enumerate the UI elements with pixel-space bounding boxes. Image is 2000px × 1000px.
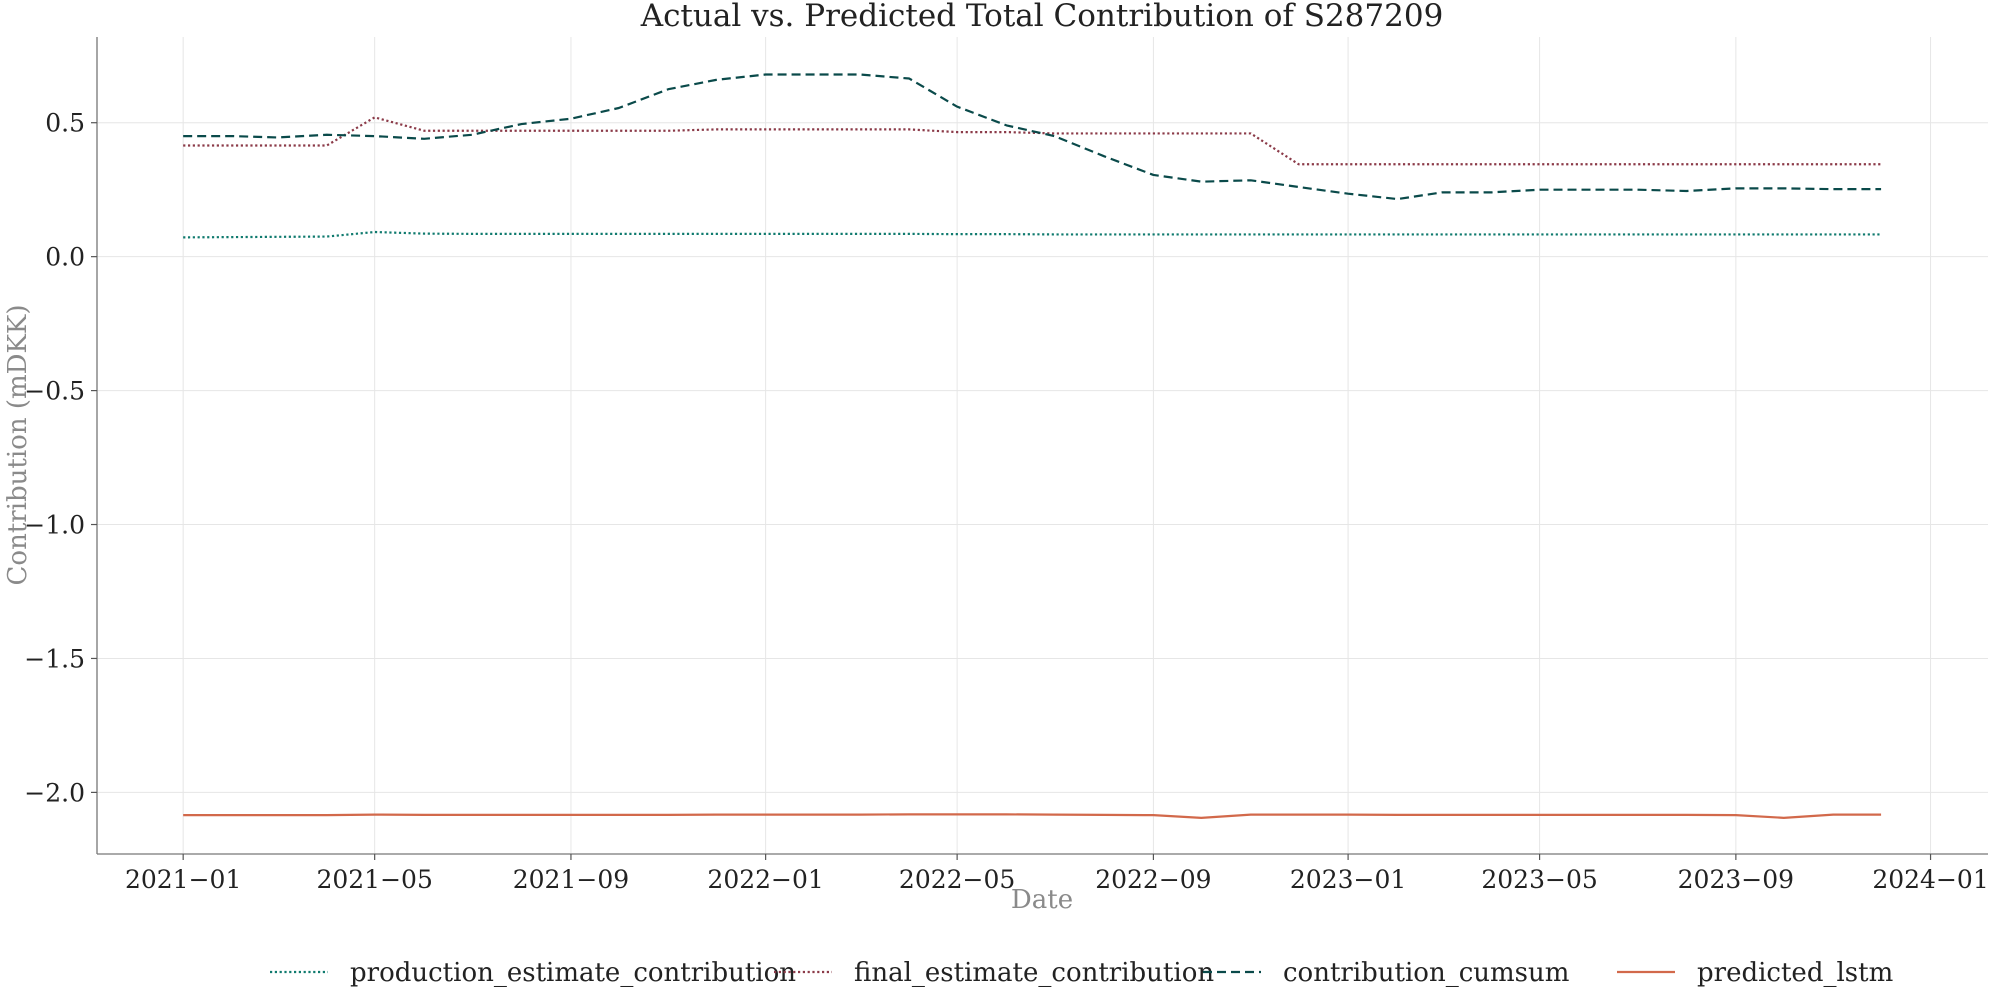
legend-label: production_estimate_contribution — [350, 958, 796, 988]
series-line-final_estimate_contribution — [183, 116, 1882, 166]
x-tick-label: 2022−09 — [1095, 865, 1211, 894]
series-contribution_cumsum — [183, 73, 1882, 201]
x-tick-label: 2021−09 — [513, 865, 629, 894]
legend-item: production_estimate_contribution — [270, 958, 796, 988]
y-axis-label: Contribution (mDKK) — [3, 305, 33, 586]
series-line-predicted_lstm — [183, 813, 1882, 819]
chart-title: Actual vs. Predicted Total Contribution … — [640, 0, 1444, 34]
y-tick-label: −2.0 — [24, 778, 85, 807]
x-tick-label: 2023−09 — [1678, 865, 1794, 894]
x-tick-label: 2022−05 — [899, 865, 1015, 894]
series-final_estimate_contribution — [183, 116, 1882, 166]
legend-item: predicted_lstm — [1617, 958, 1893, 988]
legend-label: final_estimate_contribution — [854, 958, 1214, 988]
axes — [96, 37, 1988, 855]
legend-label: predicted_lstm — [1697, 958, 1893, 988]
y-tick-label: −1.5 — [24, 644, 85, 673]
x-tick-label: 2021−05 — [316, 865, 432, 894]
legend-label: contribution_cumsum — [1283, 958, 1569, 988]
x-tick-label: 2023−05 — [1481, 865, 1597, 894]
series-production_estimate_contribution — [183, 230, 1882, 239]
series-line-contribution_cumsum — [183, 73, 1882, 201]
series-line-production_estimate_contribution — [183, 230, 1882, 239]
legend: production_estimate_contribution final_es… — [270, 958, 1893, 988]
x-tick-label: 2024−01 — [1872, 865, 1988, 894]
x-ticks: 2021−01 2021−05 2021−09 2022−01 2022−05 2022−… — [125, 854, 1989, 894]
series-predicted_lstm — [183, 813, 1882, 819]
series-layer — [183, 73, 1882, 819]
legend-item: contribution_cumsum — [1203, 958, 1569, 988]
y-tick-label: 0.5 — [45, 109, 85, 138]
x-tick-label: 2023−01 — [1290, 865, 1406, 894]
y-tick-label: 0.0 — [45, 243, 85, 272]
y-tick-label: −1.0 — [24, 511, 85, 540]
y-tick-label: −0.5 — [24, 377, 85, 406]
grid — [97, 37, 1988, 854]
x-axis-label: Date — [1011, 885, 1073, 915]
x-tick-label: 2022−01 — [707, 865, 823, 894]
legend-item: final_estimate_contribution — [774, 958, 1214, 988]
x-tick-label: 2021−01 — [125, 865, 241, 894]
y-ticks: 0.5 0.0 −0.5 −1.0 −1.5 −2.0 — [24, 109, 97, 807]
